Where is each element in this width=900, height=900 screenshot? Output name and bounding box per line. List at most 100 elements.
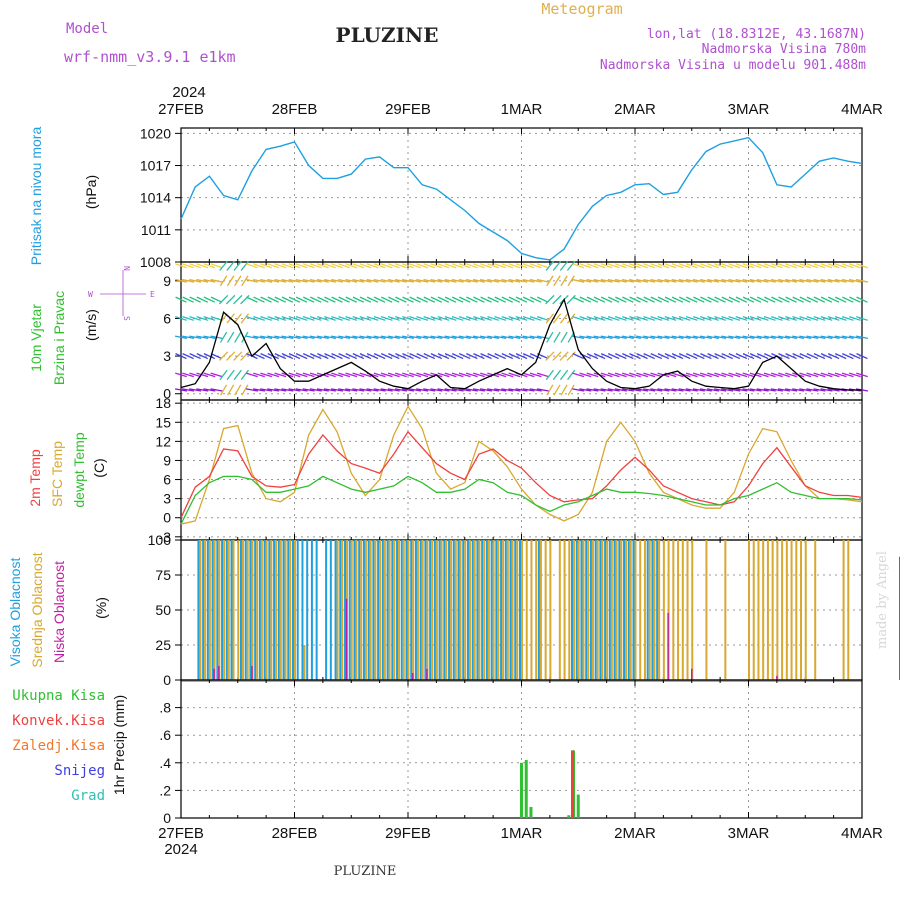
wind-barb	[607, 372, 620, 378]
y-tick-label: 3	[163, 491, 171, 507]
wind-barb	[855, 335, 869, 340]
wind-barb	[600, 263, 613, 269]
wind-barb	[196, 278, 209, 283]
wind-barb	[586, 335, 599, 340]
wind-barb	[267, 372, 280, 378]
wind-barb	[643, 335, 656, 340]
wind-barb	[714, 388, 727, 392]
wind-barb	[749, 263, 762, 269]
wind-barb	[785, 263, 797, 269]
y-tick-label: -3	[159, 529, 172, 545]
y-tick-label: 9	[163, 452, 171, 468]
wind-barb	[226, 260, 235, 271]
wind-barb	[219, 260, 228, 271]
wind-barb	[650, 388, 663, 392]
wind-barb	[763, 315, 776, 321]
wind-barb	[827, 296, 840, 303]
wind-barb	[785, 372, 797, 378]
wind-barb	[274, 315, 287, 321]
wind-barb	[749, 335, 762, 340]
time-label-top: 2MAR	[614, 101, 656, 118]
wind-barb	[423, 263, 436, 269]
wind-barb	[756, 335, 769, 340]
wind-barb	[841, 263, 854, 269]
wind-barb	[529, 335, 542, 340]
wind-barb	[671, 263, 684, 269]
wind-barb	[636, 278, 649, 283]
wind-barb	[430, 335, 443, 340]
y-tick-label: 18	[155, 395, 171, 411]
wind-barb	[806, 372, 819, 378]
wind-barb	[586, 372, 599, 378]
y-tick-label: .6	[159, 727, 171, 743]
wind-barb	[552, 313, 562, 324]
wind-barb	[182, 296, 194, 303]
panel-frame	[180, 261, 863, 401]
wind-barb	[323, 388, 336, 392]
wind-barb	[345, 278, 358, 283]
wind-barb	[394, 278, 407, 283]
wind-barb	[699, 388, 712, 392]
wind-barb	[451, 372, 464, 378]
wind-barb	[707, 296, 719, 303]
wind-barb	[685, 315, 698, 321]
wind-barb	[480, 388, 493, 392]
wind-barb	[345, 353, 357, 360]
wind-barb	[218, 351, 229, 361]
wind-barb	[274, 278, 287, 283]
wind-barb	[245, 278, 258, 283]
wind-barb	[650, 335, 663, 340]
wind-barb	[174, 335, 188, 340]
wind-barb	[409, 315, 422, 321]
wind-unit: (m/s)	[83, 309, 99, 341]
wind-barb	[508, 278, 521, 283]
wind-barb	[466, 353, 478, 360]
wind-barb	[552, 294, 562, 305]
temp-unit: (C)	[91, 458, 107, 477]
wind-barb	[657, 335, 670, 340]
wind-barb	[295, 296, 308, 303]
precip-bar	[567, 815, 571, 818]
wind-barb	[678, 315, 691, 321]
wind-barb	[778, 353, 790, 360]
wind-barb	[352, 335, 365, 340]
wind-barb	[331, 278, 344, 283]
wind-barb	[777, 335, 790, 340]
y-tick-label: .2	[159, 782, 171, 798]
wind-barb	[559, 260, 569, 271]
wind-barb	[586, 353, 599, 360]
wind-barb	[473, 372, 485, 378]
wind-barb	[692, 335, 705, 340]
wind-barb	[643, 372, 656, 378]
svg-text:W: W	[88, 290, 93, 299]
wind-barb	[608, 296, 620, 303]
wind-barb	[444, 263, 457, 269]
wind-barb	[560, 275, 568, 287]
elevation-text: Nadmorska Visina 780m	[702, 42, 867, 57]
wind-barb	[678, 353, 691, 360]
wind-barb	[508, 372, 521, 378]
wind-barb	[842, 296, 854, 303]
wind-barb	[692, 263, 705, 269]
wind-barb	[317, 296, 329, 303]
wind-barb	[678, 296, 691, 303]
wind-barb	[841, 315, 854, 321]
wind-barb	[785, 315, 797, 321]
wind-barb	[579, 335, 592, 340]
wind-barb	[849, 296, 861, 303]
wind-barb	[628, 278, 642, 283]
wind-barb	[388, 296, 400, 303]
wind-barb	[593, 388, 606, 392]
wind-barb	[607, 263, 620, 269]
wind-barb	[338, 263, 351, 269]
wind-barb	[763, 372, 776, 378]
wind-barb	[756, 372, 769, 378]
wind-barb	[749, 315, 762, 321]
wind-barb	[480, 315, 492, 321]
y-tick-label: .8	[159, 700, 171, 716]
wind-barb	[182, 353, 194, 360]
wind-barb	[387, 315, 400, 321]
wind-barb	[203, 335, 216, 340]
wind-barb	[529, 263, 542, 269]
